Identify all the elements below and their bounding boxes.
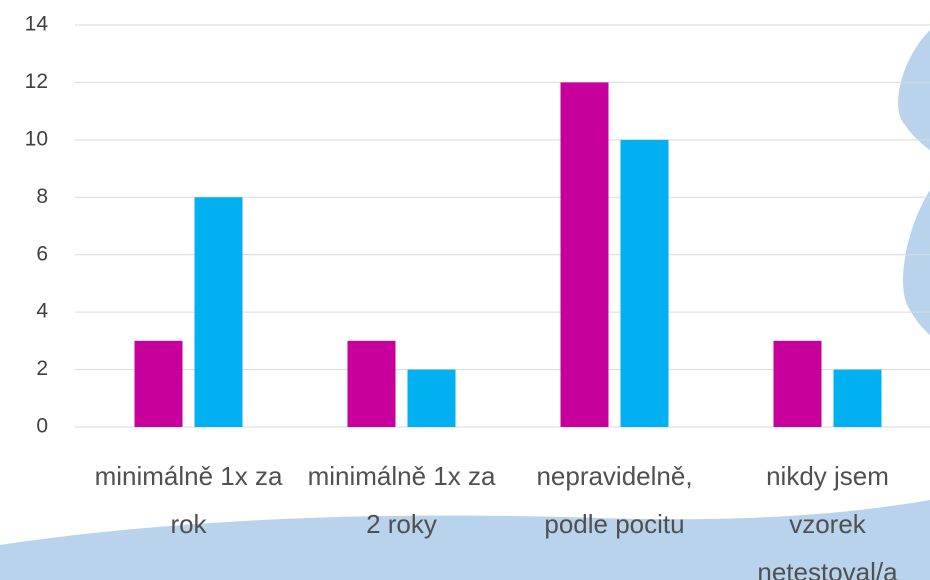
bar [408,370,456,427]
bar [621,140,669,427]
y-tick-label: 10 [25,127,48,150]
y-tick-label: 8 [36,185,48,208]
y-tick-label: 12 [25,70,48,93]
x-tick-label: minimálně 1x za 2 roky [299,452,505,548]
bar [135,341,183,427]
bar [195,197,243,427]
x-tick-label: minimálně 1x za rok [86,452,292,548]
y-tick-label: 14 [25,13,49,36]
y-tick-label: 6 [36,242,48,265]
bar [348,341,396,427]
x-tick-label: nikdy jsem vzorek netestoval/a [725,452,930,580]
y-tick-label: 4 [36,300,48,323]
decor-blob [898,30,930,150]
bar [774,341,822,427]
x-tick-label: nepravidelně, podle pocitu [512,452,718,548]
chart: 0 2 4 6 8 10 12 14 minimálně 1x za rokminimálně… [0,0,930,580]
bar [561,82,609,427]
y-tick-label: 0 [36,415,48,438]
decor-blob [903,190,930,335]
bar [834,370,882,427]
y-tick-label: 2 [36,357,48,380]
